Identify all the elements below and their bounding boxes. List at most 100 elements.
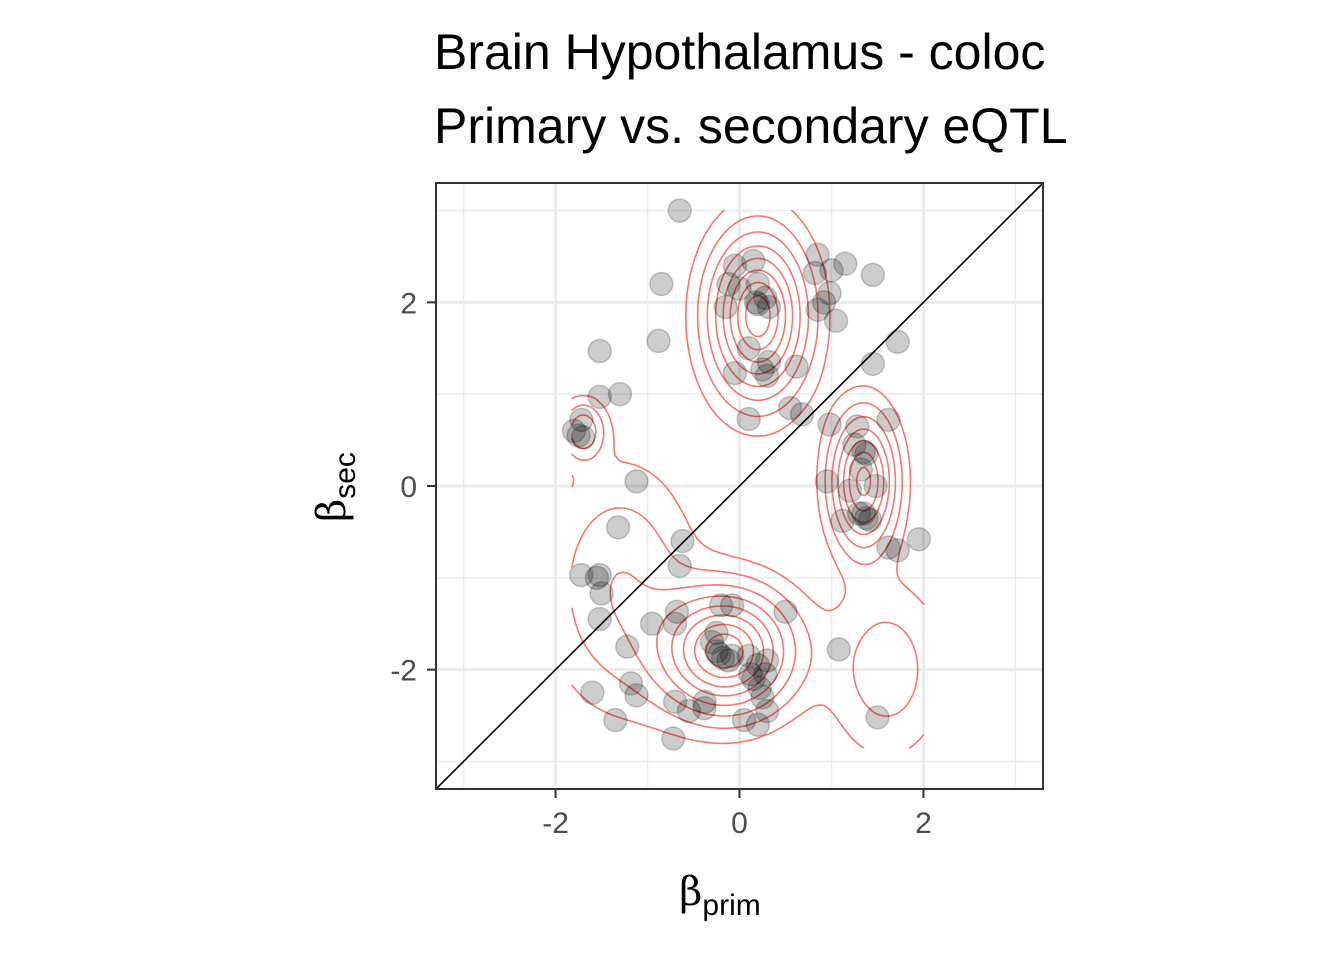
density-contour-2 [571, 231, 897, 717]
data-point [811, 290, 837, 315]
data-point [704, 639, 729, 664]
density-contours [571, 209, 925, 749]
data-point [569, 407, 594, 433]
data-point [707, 641, 732, 667]
data-point [736, 406, 761, 432]
y-axis-label: βsec [309, 452, 362, 522]
density-contour-6 [693, 281, 872, 679]
data-point [667, 553, 692, 579]
data-point [661, 726, 686, 751]
density-contour-0 [571, 209, 925, 749]
data-point [719, 643, 745, 669]
data-point [741, 666, 766, 692]
data-point [745, 652, 771, 678]
data-point [854, 505, 879, 531]
data-point [773, 599, 798, 625]
density-contour-4 [671, 257, 885, 697]
data-point [826, 637, 852, 662]
density-contour-1 [571, 215, 919, 730]
data-point [676, 698, 702, 724]
data-point [784, 354, 809, 379]
data-point [837, 478, 863, 503]
data-point [716, 271, 741, 297]
x-axis-ticks: -2 0 2 [542, 789, 932, 840]
data-point [561, 418, 587, 444]
data-point [584, 565, 610, 591]
y-axis-ticks: -2 0 2 [390, 287, 436, 688]
data-point [851, 439, 876, 465]
data-point [570, 425, 596, 450]
data-point [727, 276, 752, 301]
x-tick-label: -2 [542, 807, 569, 840]
data-point [745, 712, 771, 737]
data-point [704, 620, 729, 646]
data-point [580, 680, 605, 705]
data-point [587, 384, 612, 410]
data-point [738, 661, 763, 687]
data-point [662, 611, 688, 636]
data-point [624, 683, 649, 708]
data-point [756, 294, 782, 320]
data-point [722, 360, 748, 386]
data-point [745, 271, 771, 297]
chart-subtitle: Primary vs. secondary eQTL [434, 98, 1068, 154]
data-point [753, 285, 778, 311]
density-contour-3 [656, 245, 891, 707]
data-point [823, 308, 849, 333]
y-tick-label: 0 [400, 471, 417, 504]
data-point [566, 423, 591, 448]
data-point [754, 648, 780, 673]
data-point [605, 515, 631, 540]
y-axis-label-symbol: β [309, 499, 355, 522]
data-point [805, 242, 830, 267]
data-point [817, 280, 842, 306]
y-axis-label-subscript: sec [329, 452, 362, 499]
data-point [754, 698, 780, 724]
data-point [646, 328, 671, 354]
y-tick-label: 2 [400, 287, 417, 320]
data-point [603, 707, 628, 733]
data-point [699, 629, 725, 655]
data-point [587, 338, 612, 364]
data-point [802, 260, 828, 286]
data-point [722, 253, 748, 278]
data-point [860, 351, 886, 377]
x-axis-label-subscript: prim [702, 889, 760, 922]
data-point [750, 684, 775, 710]
data-point [842, 432, 867, 457]
data-point [624, 469, 649, 494]
data-point [844, 414, 870, 439]
x-axis-label: βprim [679, 869, 760, 922]
data-point [846, 501, 872, 526]
data-point [865, 705, 890, 730]
data-point [817, 412, 842, 437]
data-point [830, 508, 855, 534]
data-point [743, 290, 769, 315]
data-point [789, 402, 815, 427]
data-point [750, 357, 775, 382]
data-point [587, 606, 612, 632]
data-points [561, 198, 932, 751]
data-point [741, 248, 766, 274]
data-point [736, 643, 761, 669]
data-point [860, 262, 886, 288]
data-point [716, 648, 741, 673]
data-point [876, 407, 901, 433]
data-point [876, 535, 901, 560]
data-point [589, 581, 614, 606]
data-point [745, 291, 771, 317]
data-point [805, 297, 830, 322]
data-point [618, 671, 644, 696]
data-point [670, 528, 695, 554]
data-point [667, 198, 692, 223]
data-point [863, 473, 888, 499]
data-point [587, 562, 612, 588]
data-point [736, 336, 761, 361]
data-point [753, 661, 778, 687]
data-point [854, 441, 879, 467]
data-point [747, 675, 772, 701]
x-axis-label-symbol: β [679, 869, 702, 915]
data-point [756, 349, 782, 375]
data-point [692, 695, 717, 721]
